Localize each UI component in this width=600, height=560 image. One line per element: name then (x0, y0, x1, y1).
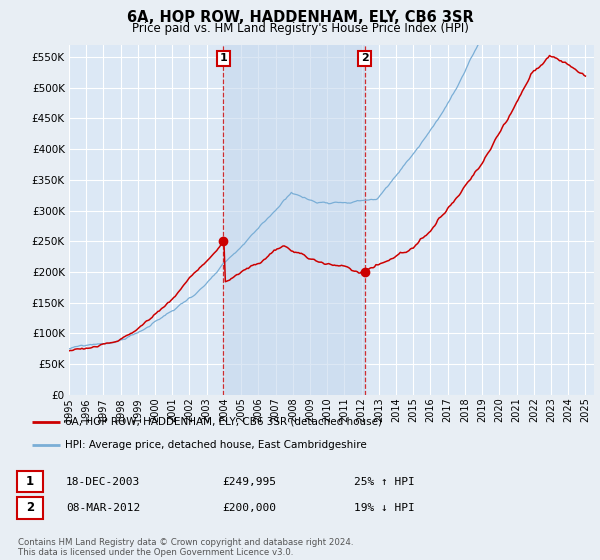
Text: 1: 1 (220, 53, 227, 63)
Text: 1: 1 (26, 475, 34, 488)
Text: £200,000: £200,000 (222, 503, 276, 513)
Text: 2: 2 (26, 501, 34, 515)
Text: £249,995: £249,995 (222, 477, 276, 487)
Text: 18-DEC-2003: 18-DEC-2003 (66, 477, 140, 487)
Text: 6A, HOP ROW, HADDENHAM, ELY, CB6 3SR (detached house): 6A, HOP ROW, HADDENHAM, ELY, CB6 3SR (de… (65, 417, 382, 427)
Text: 6A, HOP ROW, HADDENHAM, ELY, CB6 3SR: 6A, HOP ROW, HADDENHAM, ELY, CB6 3SR (127, 10, 473, 25)
Text: 2: 2 (361, 53, 368, 63)
Text: Price paid vs. HM Land Registry's House Price Index (HPI): Price paid vs. HM Land Registry's House … (131, 22, 469, 35)
Text: 25% ↑ HPI: 25% ↑ HPI (354, 477, 415, 487)
Text: 08-MAR-2012: 08-MAR-2012 (66, 503, 140, 513)
Text: HPI: Average price, detached house, East Cambridgeshire: HPI: Average price, detached house, East… (65, 440, 367, 450)
Bar (223, 45, 365, 395)
Text: 19% ↓ HPI: 19% ↓ HPI (354, 503, 415, 513)
Text: Contains HM Land Registry data © Crown copyright and database right 2024.
This d: Contains HM Land Registry data © Crown c… (18, 538, 353, 557)
